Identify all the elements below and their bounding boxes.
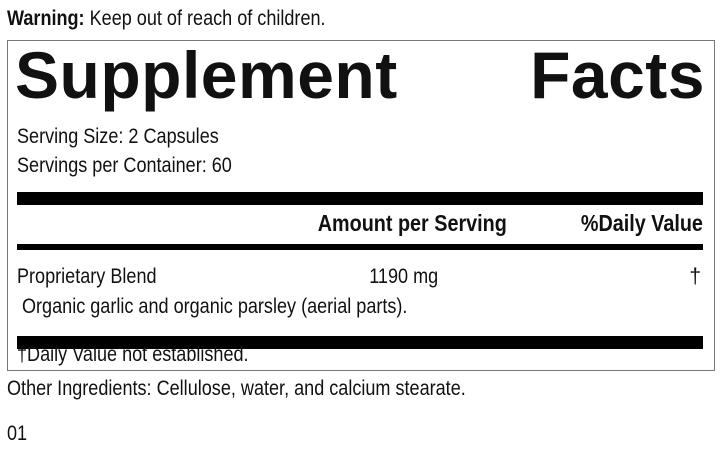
title-word-2: Facts — [530, 38, 705, 112]
supplement-facts-panel — [7, 40, 715, 371]
row-dv: † — [689, 265, 701, 288]
amount-per-serving-header: Amount per Serving — [317, 210, 507, 236]
servings-per-container: Servings per Container: 60 — [17, 154, 232, 177]
footnote: †Daily Value not established. — [17, 343, 249, 366]
daily-value-header: %Daily Value — [580, 210, 703, 236]
serving-size: Serving Size: 2 Capsules — [17, 125, 219, 148]
warning-label: Warning: — [7, 7, 85, 30]
product-code: 01 — [7, 422, 28, 445]
medium-divider — [17, 244, 703, 250]
title-word-1: Supplement — [15, 38, 398, 112]
other-ingredients: Other Ingredients: Cellulose, water, and… — [7, 377, 466, 400]
thick-divider-bottom — [17, 336, 703, 349]
warning-text: Keep out of reach of children. — [89, 7, 326, 30]
row-amount: 1190 mg — [369, 265, 438, 288]
warning-line: Warning: Keep out of reach of children. — [7, 7, 377, 31]
thick-divider — [17, 192, 703, 205]
row-name: Proprietary Blend — [17, 265, 157, 288]
panel-title: Supplement Facts — [15, 40, 705, 110]
row-detail: Organic garlic and organic parsley (aeri… — [22, 295, 408, 318]
